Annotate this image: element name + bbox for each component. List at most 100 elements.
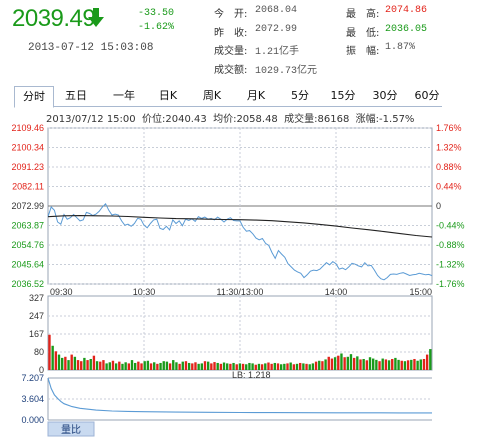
price-y-tick-label: 2109.46 bbox=[11, 123, 44, 133]
price-chart-grid bbox=[47, 127, 433, 285]
tab-weekly-k[interactable]: 周K bbox=[202, 89, 222, 102]
volume-bar bbox=[387, 360, 391, 370]
volume-label: 成交量: bbox=[214, 46, 248, 57]
amplitude-label: 振 幅: bbox=[346, 46, 380, 57]
volume-bar bbox=[273, 362, 276, 370]
volume-bar bbox=[140, 363, 143, 370]
volume-bar bbox=[64, 356, 67, 370]
percent-y-tick-label: -1.76% bbox=[436, 279, 465, 289]
volume-bar bbox=[349, 354, 353, 370]
ratio-tab[interactable]: 量比 bbox=[61, 424, 81, 436]
volume-bar bbox=[203, 361, 207, 370]
volume-bar bbox=[429, 349, 432, 370]
volume-chart-grid: 327 247 167 80 0 bbox=[29, 293, 433, 375]
time-x-tick-label: 14:00 bbox=[325, 287, 348, 297]
volume-bar bbox=[337, 355, 340, 370]
tab-5min[interactable]: 5分 bbox=[291, 89, 309, 102]
volume-bar bbox=[391, 358, 394, 370]
volume-bar bbox=[368, 357, 372, 370]
volume-bar bbox=[372, 358, 375, 370]
tab-five-day[interactable]: 五日 bbox=[65, 89, 87, 102]
price-y-tick-label: 2091.23 bbox=[11, 162, 44, 172]
volume-bar bbox=[241, 363, 245, 370]
tab-daily-k[interactable]: 日K bbox=[158, 89, 178, 102]
volume-bar bbox=[365, 360, 369, 370]
prev-close-label: 昨 收: bbox=[214, 28, 248, 39]
volume-bar bbox=[191, 363, 194, 370]
volume-bar bbox=[153, 362, 156, 370]
volume-bar bbox=[400, 360, 403, 370]
tab-one-year[interactable]: 一年 bbox=[113, 89, 135, 102]
volume-bar bbox=[146, 360, 150, 370]
volume-bar bbox=[406, 360, 410, 370]
volume-ratio-label: LB: 1.218 bbox=[232, 370, 271, 380]
down-arrow-icon bbox=[88, 8, 104, 27]
volume-bar bbox=[330, 358, 334, 370]
volume-bar bbox=[346, 356, 349, 370]
price-y-tick-label: 2082.11 bbox=[12, 182, 44, 192]
percent-y-tick-label: -0.88% bbox=[436, 240, 465, 250]
volume-bar bbox=[165, 361, 169, 370]
low-label: 最 低: bbox=[346, 28, 380, 39]
quote-timestamp: 2013-07-12 15:03:08 bbox=[28, 42, 154, 54]
volume-value: 1.21亿手 bbox=[255, 47, 300, 58]
volume-bar bbox=[321, 361, 324, 370]
time-x-tick-label: 11:30/13:00 bbox=[217, 287, 264, 297]
percent-y-tick-label: -1.32% bbox=[436, 260, 465, 270]
volume-bar bbox=[92, 355, 96, 370]
tab-15min[interactable]: 15分 bbox=[330, 89, 356, 102]
volume-bar bbox=[187, 362, 191, 370]
amplitude-value: 1.87% bbox=[385, 42, 416, 53]
price-chart-axes: 2109.46 1.76% 2100.34 1.32% 2091.23 0.88% 2082… bbox=[11, 123, 464, 297]
volume-bar bbox=[381, 358, 384, 370]
current-price: 2039.49 bbox=[12, 5, 96, 32]
volume-bar bbox=[378, 361, 381, 370]
price-chart-lines bbox=[47, 202, 433, 281]
volume-bar bbox=[254, 364, 257, 370]
volume-y-tick-label: 0 bbox=[39, 365, 44, 375]
time-x-tick-label: 15:00 bbox=[409, 287, 432, 297]
volume-bar bbox=[245, 364, 248, 370]
percent-y-tick-label: 0.44% bbox=[436, 182, 462, 192]
volume-bar bbox=[219, 363, 223, 370]
ratio-y-tick-label: 0.000 bbox=[21, 415, 44, 425]
volume-y-tick-label: 327 bbox=[29, 293, 44, 303]
volume-bar bbox=[311, 363, 315, 370]
ratio-y-tick-label: 7.207 bbox=[21, 373, 44, 383]
tab-monthly-k[interactable]: 月K bbox=[246, 89, 266, 102]
volume-bar bbox=[308, 364, 311, 370]
volume-bar bbox=[286, 363, 289, 370]
volume-bar bbox=[410, 359, 413, 370]
volume-bar bbox=[121, 363, 124, 370]
volume-bar bbox=[394, 357, 397, 370]
volume-bar bbox=[118, 361, 121, 370]
low-value: 2036.05 bbox=[385, 24, 428, 35]
volume-bar bbox=[264, 363, 267, 370]
ratio-tab-bg[interactable] bbox=[47, 421, 95, 437]
time-x-tick-label: 10:30 bbox=[133, 287, 156, 297]
volume-bar bbox=[324, 359, 327, 370]
volume-bar bbox=[70, 354, 73, 370]
volume-bar bbox=[194, 362, 197, 370]
volume-bar bbox=[51, 345, 54, 370]
volume-bar bbox=[248, 362, 251, 370]
volume-bar bbox=[48, 334, 51, 370]
volume-bar bbox=[403, 361, 407, 370]
volume-bar bbox=[295, 363, 299, 370]
volume-bar bbox=[133, 362, 137, 370]
tab-60min[interactable]: 60分 bbox=[414, 89, 440, 102]
tab-intraday[interactable]: 分时 bbox=[14, 86, 54, 108]
volume-bar bbox=[108, 362, 111, 370]
volume-bar bbox=[333, 357, 337, 370]
volume-bar bbox=[279, 364, 283, 370]
volume-ratio-chart: 7.207 3.604 0.000 bbox=[21, 373, 432, 425]
volume-bar bbox=[238, 363, 242, 370]
tab-30min[interactable]: 30分 bbox=[372, 89, 398, 102]
volume-bar bbox=[102, 360, 105, 370]
price-line bbox=[47, 202, 433, 281]
price-y-tick-label: 2072.99 bbox=[11, 201, 44, 211]
volume-bar bbox=[292, 364, 296, 370]
volume-y-tick-label: 80 bbox=[34, 347, 44, 357]
volume-bar bbox=[359, 359, 362, 370]
volume-y-tick-label: 167 bbox=[29, 329, 44, 339]
